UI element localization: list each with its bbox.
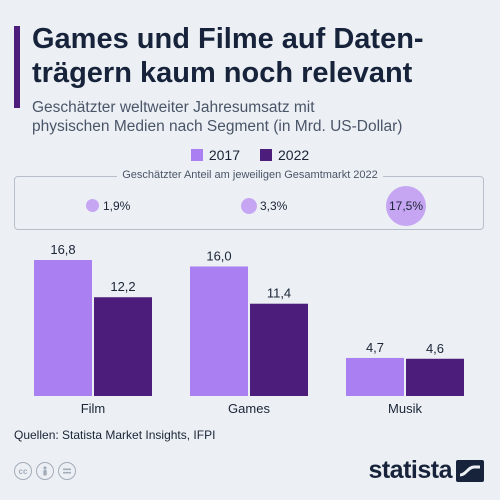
legend-item-2022: 2022 [260, 147, 309, 163]
data-label-games-2022: 11,4 [267, 286, 291, 301]
share-bubble-musik [386, 186, 426, 226]
legend-item-2017: 2017 [190, 147, 240, 163]
share-label-games: 3,3% [260, 199, 288, 213]
bar-games-2017 [190, 266, 248, 396]
bar-musik-2022 [406, 358, 464, 396]
legend-swatch-2017 [190, 149, 203, 161]
share-label-film: 1,9% [103, 199, 131, 213]
share-label-musik: 17,5% [389, 199, 424, 213]
source-note: Quellen: Statista Market Insights, IFPI [14, 428, 216, 442]
title-accent-bar [14, 26, 20, 108]
data-label-games-2017: 16,0 [206, 248, 231, 263]
statista-logo-text: statista [368, 456, 452, 484]
chart-subtitle: Geschätzter weltweiter Jahresumsatz mit … [32, 99, 403, 135]
bar-musik-2017 [346, 357, 404, 396]
cc-icon[interactable]: cc [14, 462, 32, 480]
market-share-caption: Geschätzter Anteil am jeweiligen Gesamtm… [0, 168, 500, 182]
legend-label-2017: 2017 [208, 147, 240, 163]
legend-swatch-2022 [260, 149, 272, 161]
equals-icon[interactable] [58, 462, 76, 480]
statista-logo[interactable]: statista [368, 456, 484, 485]
data-label-film-2022: 12,2 [110, 279, 135, 294]
bar-film-2022 [94, 297, 152, 396]
category-label-musik: Musik [388, 401, 422, 416]
chart-title: Games und Filme auf Daten- trägern kaum … [32, 23, 424, 89]
share-bubble-film [86, 199, 99, 212]
data-label-musik-2017: 4,7 [366, 340, 384, 355]
license-icons: cc [14, 462, 76, 480]
bar-film-2017 [34, 260, 92, 396]
data-label-film-2017: 16,8 [50, 242, 75, 257]
legend: 2017 2022 [0, 147, 500, 163]
data-label-musik-2022: 4,6 [426, 341, 444, 356]
share-bubble-games [241, 198, 257, 214]
category-label-games: Games [228, 401, 270, 416]
person-icon[interactable] [36, 462, 54, 480]
bar-games-2022 [250, 303, 308, 396]
category-label-film: Film [81, 401, 106, 416]
statista-logo-icon [456, 459, 484, 482]
legend-label-2022: 2022 [278, 147, 310, 163]
